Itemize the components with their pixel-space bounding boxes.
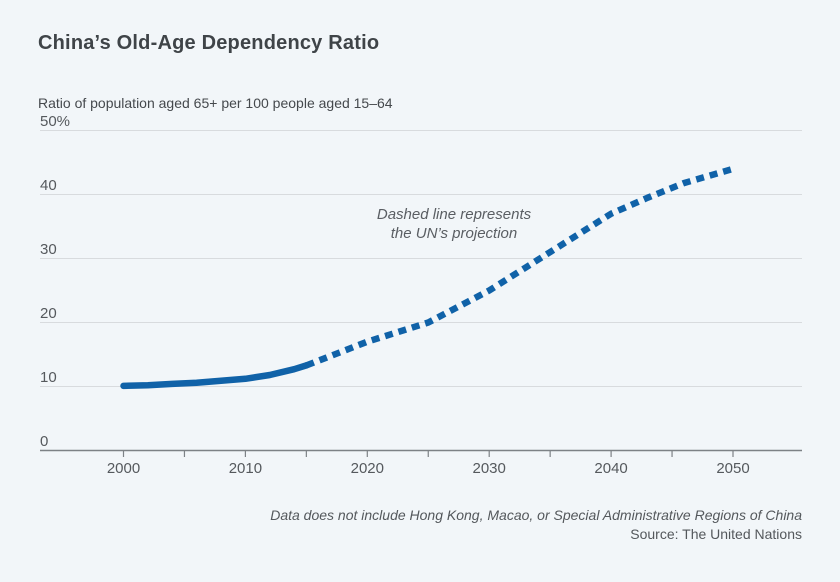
projection-annotation: Dashed line represents the UN’s projecti… <box>338 205 570 243</box>
projection-annotation-line1: Dashed line represents <box>376 206 532 223</box>
y-tick-label: 50% <box>40 113 70 130</box>
chart-subtitle: Ratio of population aged 65+ per 100 peo… <box>38 95 393 111</box>
y-tick-label: 10 <box>40 369 57 386</box>
x-tick-label: 2040 <box>594 460 627 477</box>
y-tick-label: 30 <box>40 241 57 258</box>
x-tick-label: 2020 <box>351 460 384 477</box>
x-tick-label: 2010 <box>229 460 262 477</box>
chart-footer: Data does not include Hong Kong, Macao, … <box>270 506 802 544</box>
y-tick-label: 20 <box>40 305 57 322</box>
x-tick-label: 2000 <box>107 460 140 477</box>
source-credit: Source: The United Nations <box>630 526 802 542</box>
x-tick-label: 2030 <box>473 460 506 477</box>
x-tick-label: 2050 <box>716 460 749 477</box>
data-note: Data does not include Hong Kong, Macao, … <box>270 507 802 523</box>
projection-annotation-line2: the UN’s projection <box>390 225 518 242</box>
y-tick-label: 40 <box>40 177 57 194</box>
series-un-projection <box>305 165 734 369</box>
chart-title: China’s Old-Age Dependency Ratio <box>38 32 380 54</box>
series-historical <box>120 362 310 390</box>
y-tick-label: 0 <box>40 433 48 450</box>
